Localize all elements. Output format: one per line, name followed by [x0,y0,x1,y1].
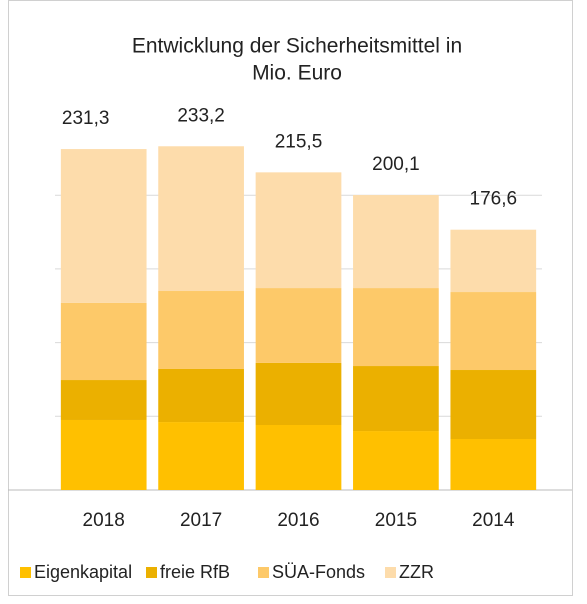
bar-segment [353,195,439,289]
total-label: 233,2 [177,105,225,126]
total-label: 200,1 [372,154,420,175]
legend-label: freie RfB [160,562,230,582]
total-label: 231,3 [62,108,110,129]
bar-segment [353,288,439,367]
bar-segment [450,438,537,490]
total-label: 176,6 [470,189,518,210]
bar-segment [450,292,537,371]
bar-segment [60,419,147,490]
legend-swatch [20,567,31,578]
x-tick-label: 2016 [277,510,319,531]
bar-segment [158,291,244,369]
legend-label: Eigenkapital [34,562,132,582]
bar-segment [158,368,244,423]
legend-swatch [385,567,396,578]
bar-segment [255,288,342,363]
legend-label: SÜA-Fonds [272,562,365,582]
x-tick-label: 2015 [375,510,417,531]
bar-segment [255,424,342,490]
bar-segment [158,146,244,292]
bar-segment [353,431,439,490]
bar-segment [60,380,147,420]
x-tick-label: 2017 [180,510,222,531]
x-tick-label: 2018 [83,510,125,531]
bar-segment [255,172,342,289]
legend-label: ZZR [399,562,434,582]
legend-swatch [146,567,157,578]
bar-segment [450,370,537,439]
x-tick-label: 2014 [472,510,515,531]
total-label: 215,5 [275,131,323,152]
bar-segment [60,302,147,381]
bar-segment [450,229,537,293]
bar-segment [158,422,244,490]
legend-swatch [258,567,269,578]
bar-segment [353,366,439,432]
chart-title: Entwicklung der Sicherheitsmittel in [132,35,462,58]
chart-title: Mio. Euro [252,62,342,85]
bar-segment [60,149,147,303]
bar-segment [255,362,342,425]
